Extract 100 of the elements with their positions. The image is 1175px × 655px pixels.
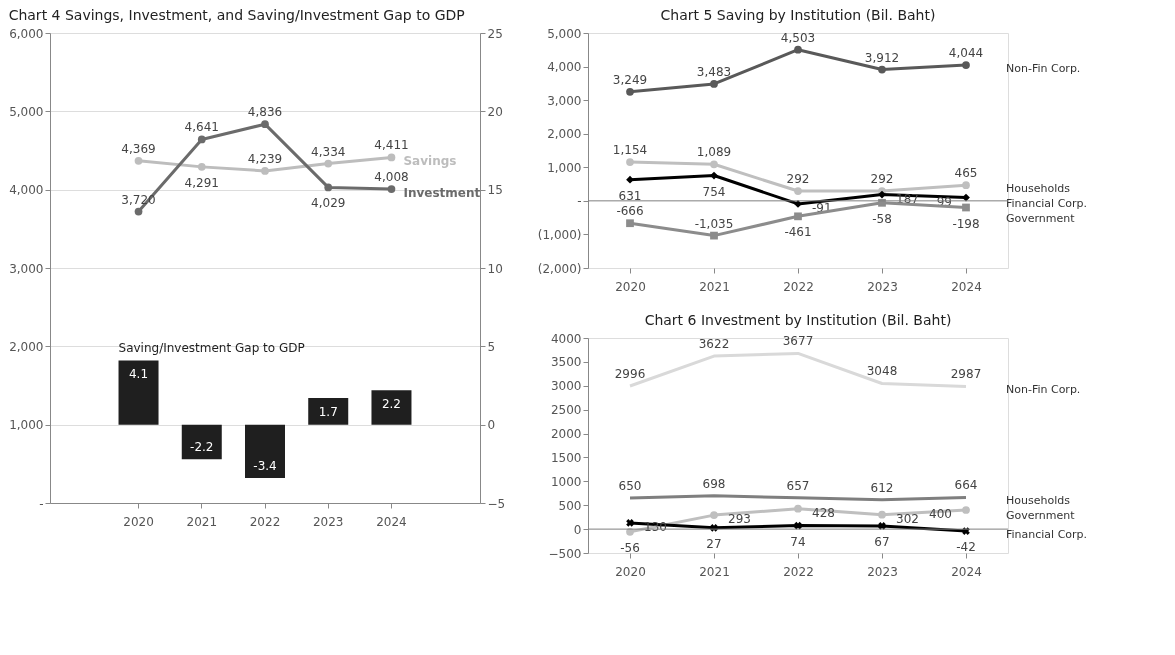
- point: [197, 163, 206, 171]
- point: [324, 183, 333, 192]
- text: Households: [1006, 494, 1071, 508]
- point: [794, 504, 802, 513]
- data-label: 292: [870, 172, 894, 187]
- data-label: 3,249: [612, 72, 648, 87]
- point: [710, 231, 718, 240]
- data-label: 465: [954, 166, 978, 181]
- bar: [245, 424, 285, 478]
- chart-title: Chart 6 Investment by Institution (Bil. Baht): [644, 312, 952, 328]
- data-label: 1,154: [612, 143, 648, 158]
- y-tick-label: 3500: [550, 355, 582, 370]
- data-label: 2996: [614, 366, 646, 381]
- data-label: 657: [786, 478, 810, 493]
- point: [626, 87, 634, 96]
- data-label: 4,291: [184, 175, 219, 190]
- series-label: Saving/Investment Gap to GDP: [118, 341, 305, 356]
- data-label: 428: [812, 505, 835, 520]
- x-tick-label: 2024: [951, 279, 982, 294]
- point: [626, 519, 634, 527]
- y-tick-label: 5,000: [547, 26, 582, 41]
- data-label: 4,503: [780, 30, 816, 45]
- series-label: Savings: [403, 154, 457, 169]
- point: [878, 190, 886, 199]
- y-tick-label: 3,000: [9, 261, 44, 276]
- point: [197, 135, 206, 144]
- chart-title: Chart 4 Savings, Investment, and Saving/Investment Gap to GDP: [8, 7, 465, 23]
- text: Non-Fin Corp.: [1006, 62, 1081, 76]
- point: [794, 187, 802, 195]
- point: [794, 45, 802, 54]
- data-label: 4.1: [128, 367, 149, 382]
- x-tick-label: 2023: [867, 279, 898, 294]
- data-label: -42: [956, 540, 976, 555]
- data-label: -56: [620, 540, 640, 555]
- text: Non-Fin Corp.: [1006, 383, 1081, 397]
- x-tick-label: 2020: [615, 564, 646, 579]
- chart-title: Chart 5 Saving by Institution (Bil. Baht): [660, 7, 936, 23]
- y2-tick-label: 15: [487, 183, 503, 198]
- data-label: 27: [706, 536, 722, 551]
- text: Households: [1006, 182, 1071, 196]
- point: [387, 153, 396, 162]
- text: Financial Corp.: [1006, 528, 1088, 542]
- point: [878, 510, 886, 519]
- y-tick-label: 2,000: [547, 127, 582, 142]
- data-label: 74: [790, 534, 806, 549]
- data-label: 4,369: [121, 141, 156, 156]
- series-label: Investment: [403, 186, 481, 201]
- data-label: -666: [616, 204, 644, 219]
- point: [710, 171, 718, 180]
- y-tick-label: 2,000: [9, 339, 44, 354]
- point: [962, 203, 970, 212]
- text: Government: [1006, 509, 1076, 523]
- point: [962, 181, 970, 190]
- x-tick-label: 2024: [951, 564, 982, 579]
- data-label: 1,089: [696, 145, 732, 160]
- point: [962, 193, 970, 202]
- data-label: -461: [784, 225, 812, 240]
- point: [878, 65, 886, 74]
- y-tick-label: 5,000: [9, 104, 44, 119]
- y2-tick-label: 20: [487, 104, 503, 119]
- y-tick-label: 0: [573, 522, 582, 537]
- y-tick-label: 4,000: [9, 183, 44, 198]
- y-tick-label: 500: [558, 498, 582, 513]
- text: Government: [1006, 212, 1076, 226]
- y-tick-label: (2,000): [537, 261, 582, 276]
- y2-tick-label: 0: [487, 418, 496, 433]
- y2-tick-label: 25: [487, 26, 503, 41]
- point: [387, 185, 396, 193]
- point: [962, 506, 970, 514]
- x-tick-label: 2021: [699, 564, 730, 579]
- point: [710, 511, 718, 519]
- data-label: 400: [929, 507, 952, 521]
- data-label: 3048: [866, 364, 898, 379]
- x-tick-label: 2024: [376, 514, 407, 529]
- y-tick-label: 2000: [550, 427, 582, 442]
- x-tick-label: 2022: [249, 514, 281, 529]
- data-label: 67: [874, 534, 890, 549]
- y-tick-label: −500: [548, 546, 582, 561]
- data-label: 698: [702, 476, 726, 491]
- data-label: 612: [870, 480, 894, 495]
- x-tick-label: 2021: [699, 279, 730, 294]
- point: [261, 120, 269, 129]
- point: [261, 167, 269, 175]
- data-label: -3.4: [253, 458, 277, 473]
- point: [962, 61, 970, 69]
- bar: [118, 360, 159, 425]
- data-label: 4,029: [311, 196, 346, 211]
- data-label: -1,035: [694, 216, 734, 231]
- y-tick-label: -: [39, 496, 44, 511]
- data-label: 2.2: [381, 397, 402, 412]
- data-label: -58: [872, 211, 892, 226]
- data-label: 4,836: [247, 105, 283, 120]
- data-label: 292: [786, 172, 810, 187]
- data-label: -198: [952, 216, 980, 231]
- x-tick-label: 2022: [783, 279, 814, 294]
- point: [134, 156, 143, 165]
- y-tick-label: 1,000: [547, 160, 582, 175]
- point: [626, 219, 634, 228]
- point: [794, 212, 802, 221]
- data-label: 754: [702, 184, 726, 199]
